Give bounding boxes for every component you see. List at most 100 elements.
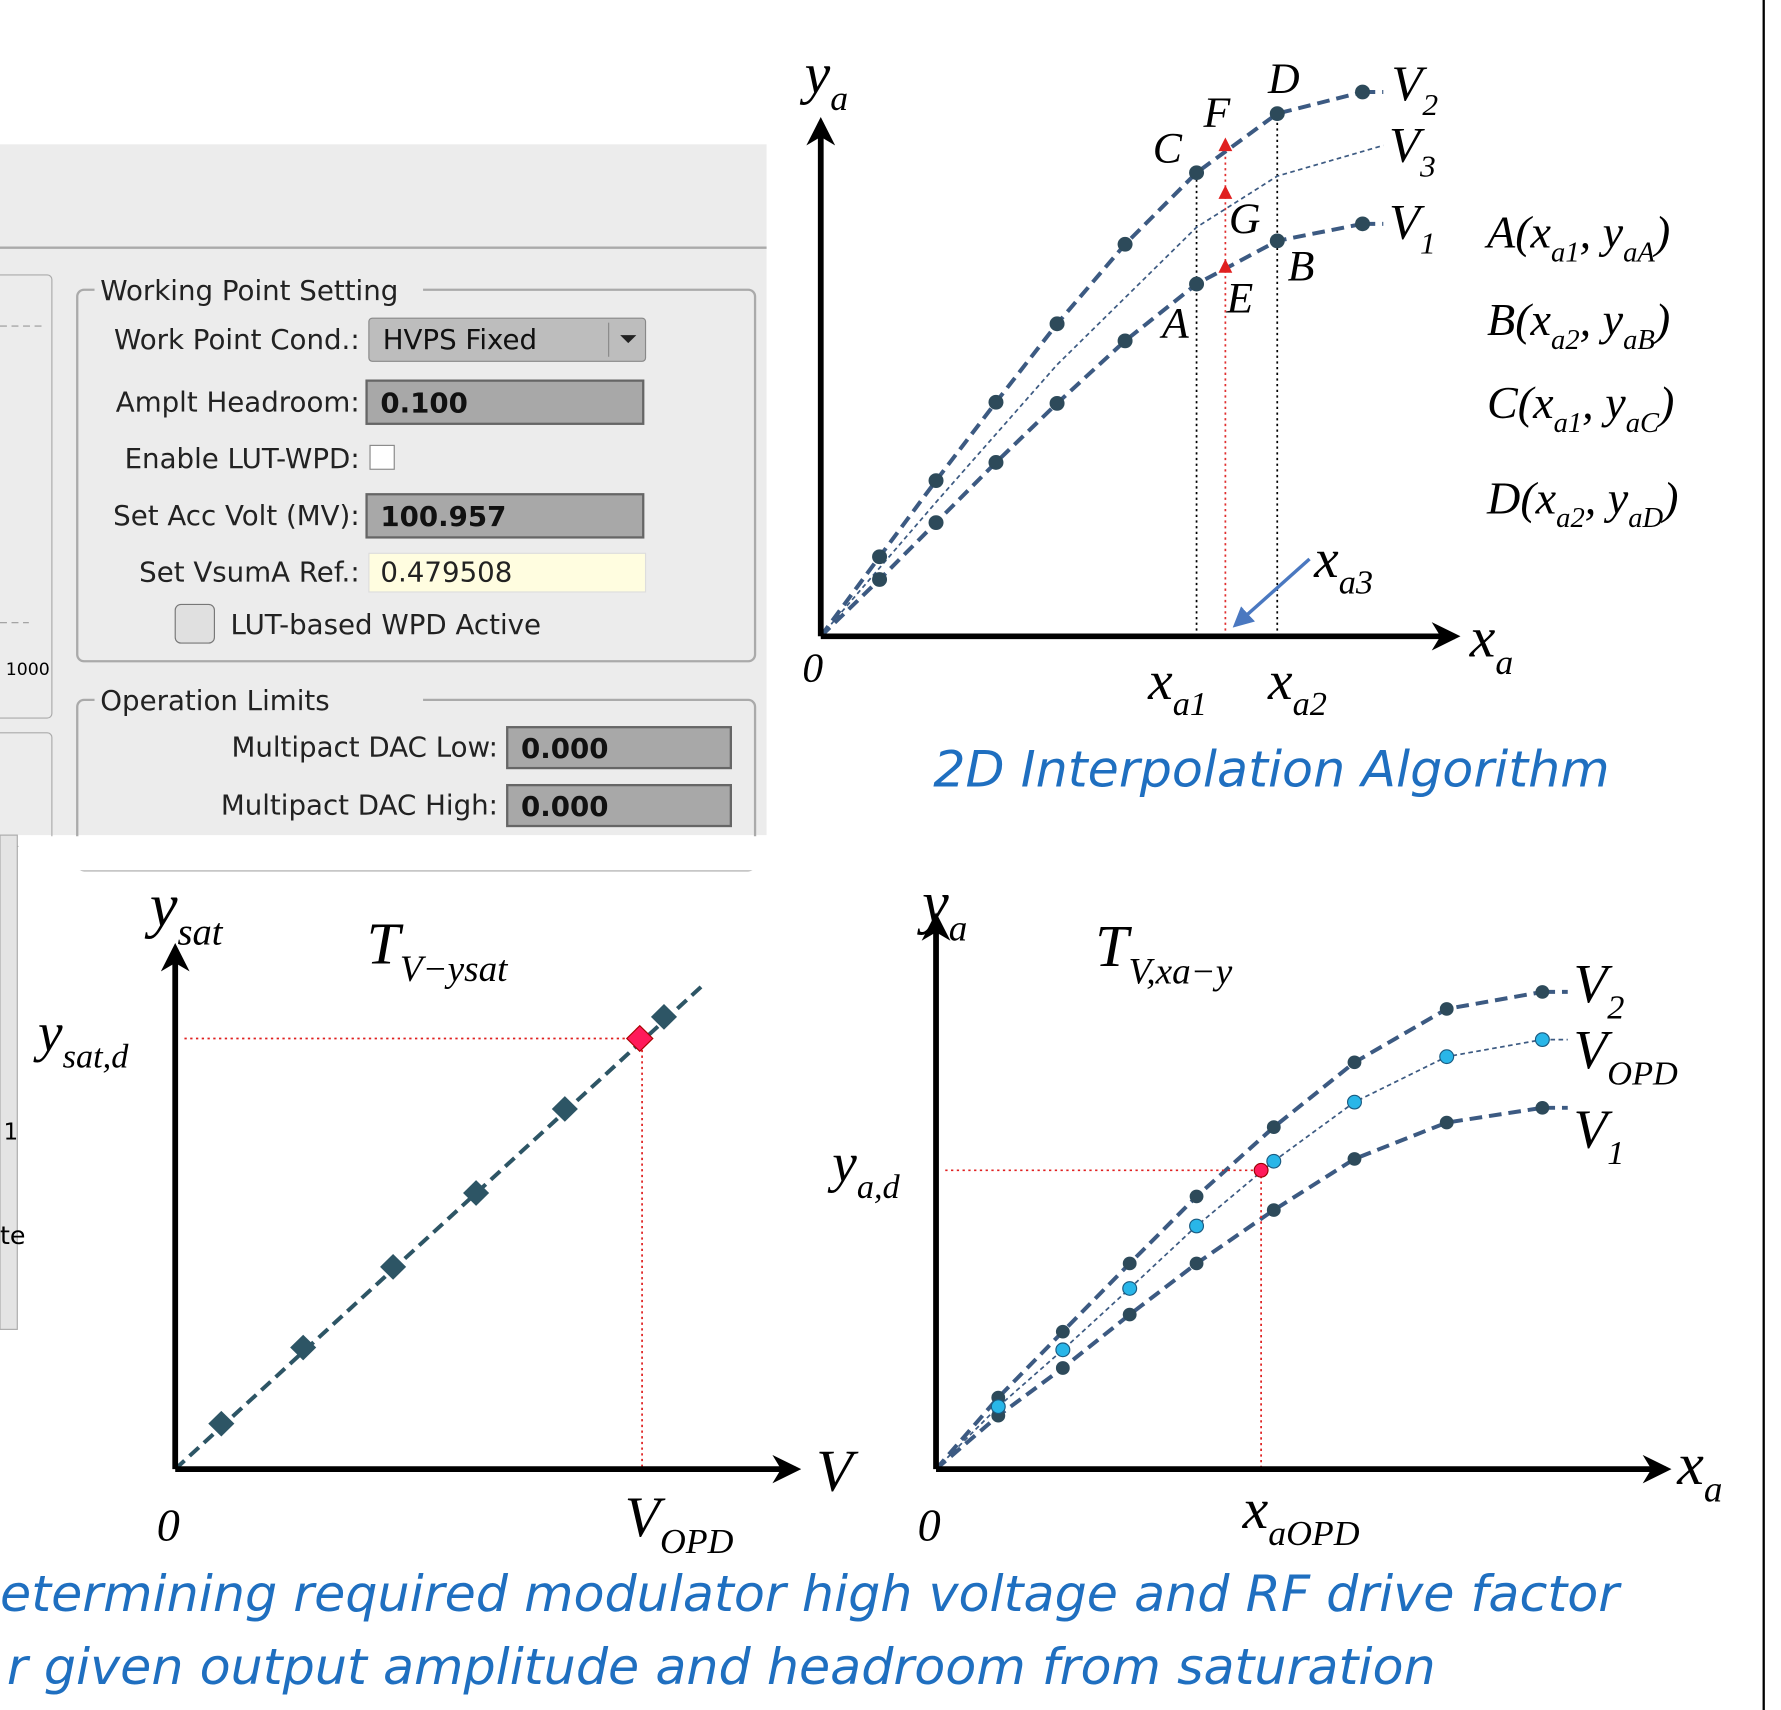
- combo-value: HVPS Fixed: [383, 325, 537, 356]
- axis-label: ya: [800, 44, 848, 119]
- text-part: A(: [1484, 207, 1533, 258]
- table-label: TV−ysat: [367, 911, 509, 989]
- text-part: , y: [1585, 473, 1629, 524]
- subscript: 2: [1607, 990, 1624, 1027]
- point: [1123, 1308, 1137, 1322]
- checkbox[interactable]: [370, 445, 394, 469]
- field-label: Multipact DAC High:: [221, 791, 498, 822]
- axis-label: V: [816, 1438, 859, 1504]
- point: [1535, 985, 1549, 999]
- subscript: aA: [1623, 238, 1655, 269]
- toggle-button[interactable]: [175, 604, 214, 643]
- text-fragment: te: [0, 1221, 26, 1250]
- origin-label: 0: [918, 1500, 941, 1551]
- point: [1535, 1033, 1549, 1047]
- point: [1056, 1325, 1070, 1339]
- caption: etermining required modulator high volta…: [0, 1564, 1622, 1623]
- axis-label: xa1: [1147, 650, 1207, 723]
- text-part: B(: [1487, 294, 1533, 345]
- point: [1355, 85, 1370, 100]
- white-cover: [18, 836, 767, 870]
- subscript: sat,d: [63, 1039, 130, 1076]
- curve: [821, 145, 1384, 636]
- point: [988, 455, 1003, 470]
- coordinate-label: B(xa2, yaB): [1487, 294, 1670, 355]
- point: [1270, 233, 1285, 248]
- subscript: a: [949, 908, 968, 949]
- point-label: E: [1226, 275, 1254, 323]
- subscript: 1: [1420, 226, 1436, 261]
- text-part: T: [1095, 913, 1132, 979]
- subscript: a1: [1551, 238, 1580, 269]
- curve: [936, 992, 1542, 1469]
- axis-label: xa: [1676, 1431, 1722, 1509]
- point: [1267, 1154, 1281, 1168]
- subscript: a: [1495, 642, 1513, 682]
- text-part: y: [827, 1133, 857, 1194]
- point: [1123, 1282, 1137, 1296]
- coordinate-label: D(xa2, yaD): [1486, 473, 1679, 534]
- subscript: V,xa−y: [1128, 951, 1232, 992]
- text-part: D(: [1486, 473, 1538, 524]
- point: [1535, 1101, 1549, 1115]
- field-label: Set VsumA Ref.:: [139, 558, 359, 589]
- point: [872, 549, 887, 564]
- caption: r given output amplitude and headroom fr…: [7, 1637, 1436, 1696]
- field-label: Amplt Headroom:: [116, 387, 360, 418]
- point: [1440, 1116, 1454, 1130]
- field-label: Multipact DAC Low:: [231, 733, 498, 764]
- coordinate-label: A(xa1, yaA): [1484, 207, 1670, 268]
- button-label: LUT-based WPD Active: [231, 610, 541, 641]
- subscript: OPD: [1607, 1056, 1678, 1093]
- level-label: xaOPD: [1242, 1479, 1360, 1554]
- text-part: , y: [1580, 294, 1624, 345]
- axis-label: xa2: [1267, 650, 1327, 723]
- point: [1348, 1152, 1362, 1166]
- point: [1189, 277, 1204, 292]
- point: [1348, 1095, 1362, 1109]
- text-part: x: [1242, 1479, 1269, 1542]
- subscript: V−ysat: [400, 948, 508, 989]
- point: [1050, 316, 1065, 331]
- point: [929, 473, 944, 488]
- subscript: a1: [1554, 408, 1583, 439]
- point: [651, 1004, 677, 1030]
- text-part: ): [1652, 207, 1670, 258]
- point: [1190, 1190, 1204, 1204]
- point: [290, 1335, 316, 1361]
- coordinate-label: C(xa1, yaC): [1487, 377, 1674, 438]
- subscript: a2: [1556, 503, 1585, 534]
- axis-label: xa: [1469, 607, 1513, 682]
- text-part: x: [1313, 529, 1339, 590]
- text-part: y: [33, 1002, 63, 1063]
- point: [1348, 1056, 1362, 1070]
- text-part: C(: [1487, 377, 1536, 428]
- text-part: , y: [1582, 377, 1626, 428]
- page: 10001teWorking Point SettingWork Point C…: [0, 0, 1781, 1710]
- text-part: x: [1147, 650, 1173, 711]
- text-part: ): [1656, 377, 1674, 428]
- point: [872, 572, 887, 587]
- field-value: 0.000: [521, 792, 608, 823]
- level-label: VOPD: [625, 1487, 734, 1562]
- interp-point: [1218, 137, 1232, 151]
- curve-label: VOPD: [1574, 1019, 1679, 1092]
- group-title: Operation Limits: [100, 686, 329, 717]
- point: [1190, 1257, 1204, 1271]
- point: [991, 1400, 1005, 1414]
- point: [988, 395, 1003, 410]
- text-part: ): [1652, 294, 1670, 345]
- tick-fragment: 1: [3, 1120, 18, 1146]
- point-label: G: [1229, 195, 1261, 243]
- subscript: 1: [1607, 1135, 1624, 1172]
- text-part: y: [144, 872, 178, 940]
- field-value: 100.957: [380, 502, 506, 533]
- subscript: aOPD: [1268, 1513, 1360, 1553]
- point: [1056, 1343, 1070, 1357]
- text-part: x: [1532, 377, 1553, 428]
- point-label: A: [1159, 300, 1189, 348]
- field-value: 0.479508: [380, 558, 512, 589]
- curve-label: V1: [1574, 1099, 1625, 1172]
- field-label: Enable LUT-WPD:: [125, 444, 360, 475]
- point: [1440, 1050, 1454, 1064]
